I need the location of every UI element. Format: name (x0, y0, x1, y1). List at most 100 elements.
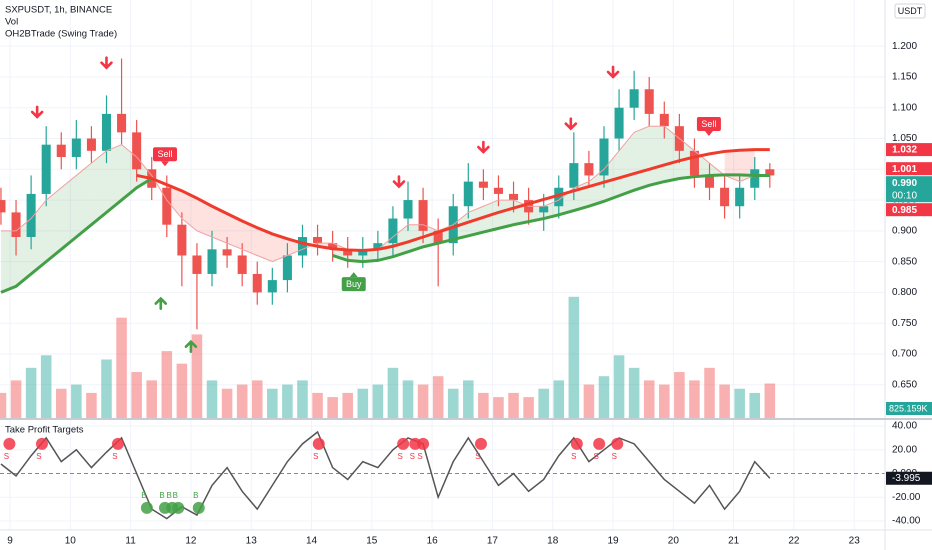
ma-fill (257, 227, 273, 262)
candle-body (584, 163, 594, 176)
candle-body (86, 138, 96, 151)
price-badge-label: 0.985 (892, 205, 917, 216)
candle-body (222, 249, 232, 256)
chart-title: SXPUSDT, 1h, BINANCE (5, 5, 112, 16)
y-tick-label: 0.800 (892, 287, 917, 298)
signal-pointer (349, 272, 358, 278)
x-tick-label: 13 (246, 536, 258, 547)
volume-bar (10, 380, 22, 418)
x-tick-label: 14 (306, 536, 318, 547)
target-label: B (159, 491, 164, 500)
target-dot (192, 501, 205, 514)
target-dot (611, 437, 624, 450)
signal-arrow (392, 175, 406, 189)
signal-pointer (160, 161, 169, 167)
x-tick-label: 15 (366, 536, 378, 547)
signal-arrow (154, 296, 168, 310)
volume-bar (553, 380, 565, 418)
signal-label: Buy (346, 279, 362, 289)
osc-tick-label: -20.00 (892, 492, 921, 503)
candle-body (101, 113, 112, 151)
osc-badge-label: -3.995 (892, 473, 921, 484)
x-tick-label: 21 (728, 536, 740, 547)
x-tick-label: 18 (547, 536, 559, 547)
signal-arrow (30, 105, 44, 119)
candle-body (599, 138, 609, 176)
candle-body (689, 150, 699, 176)
currency-box (894, 3, 926, 19)
candle-body (418, 200, 428, 231)
osc-tick-label: 40.00 (892, 421, 917, 432)
volume-bar (0, 392, 7, 418)
price-badge (886, 162, 932, 176)
candle-body (26, 193, 36, 238)
volume-bar (55, 388, 67, 418)
volume-bar (764, 383, 776, 418)
x-tick-label: 22 (788, 536, 800, 547)
volume-bar (327, 397, 338, 418)
target-label: S (4, 452, 9, 461)
ma-fill (61, 175, 77, 250)
candle-body (388, 218, 398, 244)
target-label: S (593, 452, 598, 461)
target-dot (570, 437, 583, 450)
candle-body (659, 113, 669, 127)
y-tick-label: 0.700 (892, 349, 917, 360)
y-tick-label: 1.150 (892, 72, 917, 83)
signal-arrow (100, 56, 113, 70)
ma-fill (392, 224, 409, 257)
target-dot (397, 437, 410, 450)
volume-bar (643, 380, 655, 418)
ma-fill (181, 190, 197, 231)
volume-bar (417, 384, 429, 418)
signal-label-box (152, 147, 177, 162)
ma-fill (603, 150, 620, 202)
candle-body (313, 237, 323, 244)
price-badge (886, 143, 932, 157)
volume-bar (463, 380, 474, 418)
red-ma (136, 148, 770, 253)
volume-bar (372, 384, 384, 418)
volume-bar (236, 384, 248, 418)
candle-body (177, 224, 187, 256)
signal-pointer (704, 131, 713, 137)
volume-title: Vol (5, 17, 18, 28)
x-tick-label: 9 (7, 536, 13, 547)
volume-bar (493, 397, 504, 418)
candle-body (463, 181, 473, 207)
oscillator-title: Take Profit Targets (5, 425, 84, 436)
target-label: S (410, 452, 415, 461)
target-dot (417, 437, 430, 450)
candle-body (750, 169, 760, 188)
x-tick-label: 16 (427, 536, 439, 547)
y-tick-label: 1.050 (892, 133, 917, 144)
volume-bar (538, 388, 549, 418)
ma-fill (46, 187, 62, 262)
ma-fill (272, 233, 288, 262)
x-tick-label: 10 (65, 536, 77, 547)
target-dot (140, 501, 153, 514)
target-dot (111, 437, 124, 450)
candle-body (478, 181, 488, 188)
ma-fill (649, 126, 665, 186)
candle-body (539, 206, 549, 213)
volume-bar (161, 351, 173, 418)
candle-body (373, 243, 383, 250)
ma-fill (212, 206, 228, 244)
volume-bar (628, 367, 640, 418)
price-badge (886, 176, 932, 203)
candle-body (403, 200, 413, 219)
volume-bar (402, 380, 414, 418)
candle-body (207, 249, 217, 274)
candle-body (71, 138, 81, 157)
volume-bar (478, 392, 489, 418)
volume-bar (342, 392, 353, 418)
candle-body (554, 187, 564, 207)
ma-fill (634, 126, 650, 191)
osc-tick-label: -40.00 (892, 516, 921, 527)
target-label: S (417, 452, 422, 461)
signal-arrow (564, 117, 578, 131)
signal-arrow (477, 140, 490, 154)
target-dot (172, 501, 185, 514)
volume-bar (674, 372, 685, 418)
